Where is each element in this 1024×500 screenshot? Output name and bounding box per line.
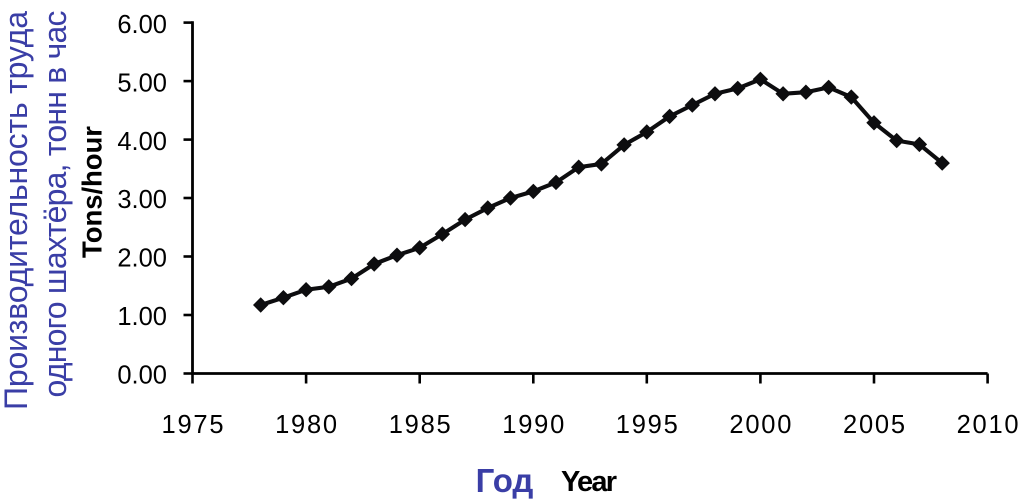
- svg-text:Производительность труда: Производительность труда: [0, 11, 34, 410]
- svg-text:1.00: 1.00: [117, 303, 167, 331]
- svg-text:1980: 1980: [275, 411, 337, 439]
- svg-text:Год: Год: [476, 462, 534, 499]
- svg-text:3.00: 3.00: [117, 186, 167, 214]
- svg-text:2010: 2010: [957, 411, 1019, 439]
- svg-text:1990: 1990: [502, 411, 564, 439]
- svg-text:1985: 1985: [389, 411, 451, 439]
- svg-text:1995: 1995: [616, 411, 678, 439]
- svg-text:Tons/hour: Tons/hour: [77, 126, 108, 258]
- svg-text:6.00: 6.00: [117, 11, 167, 39]
- svg-text:2005: 2005: [843, 411, 905, 439]
- svg-text:0.00: 0.00: [117, 362, 167, 390]
- svg-text:1975: 1975: [162, 411, 224, 439]
- svg-text:4.00: 4.00: [117, 128, 167, 156]
- svg-text:2000: 2000: [729, 411, 791, 439]
- svg-text:Year: Year: [561, 466, 617, 498]
- svg-text:одного шахтёра, тонн в час: одного шахтёра, тонн в час: [37, 11, 73, 398]
- svg-text:5.00: 5.00: [117, 69, 167, 97]
- svg-text:2.00: 2.00: [117, 245, 167, 273]
